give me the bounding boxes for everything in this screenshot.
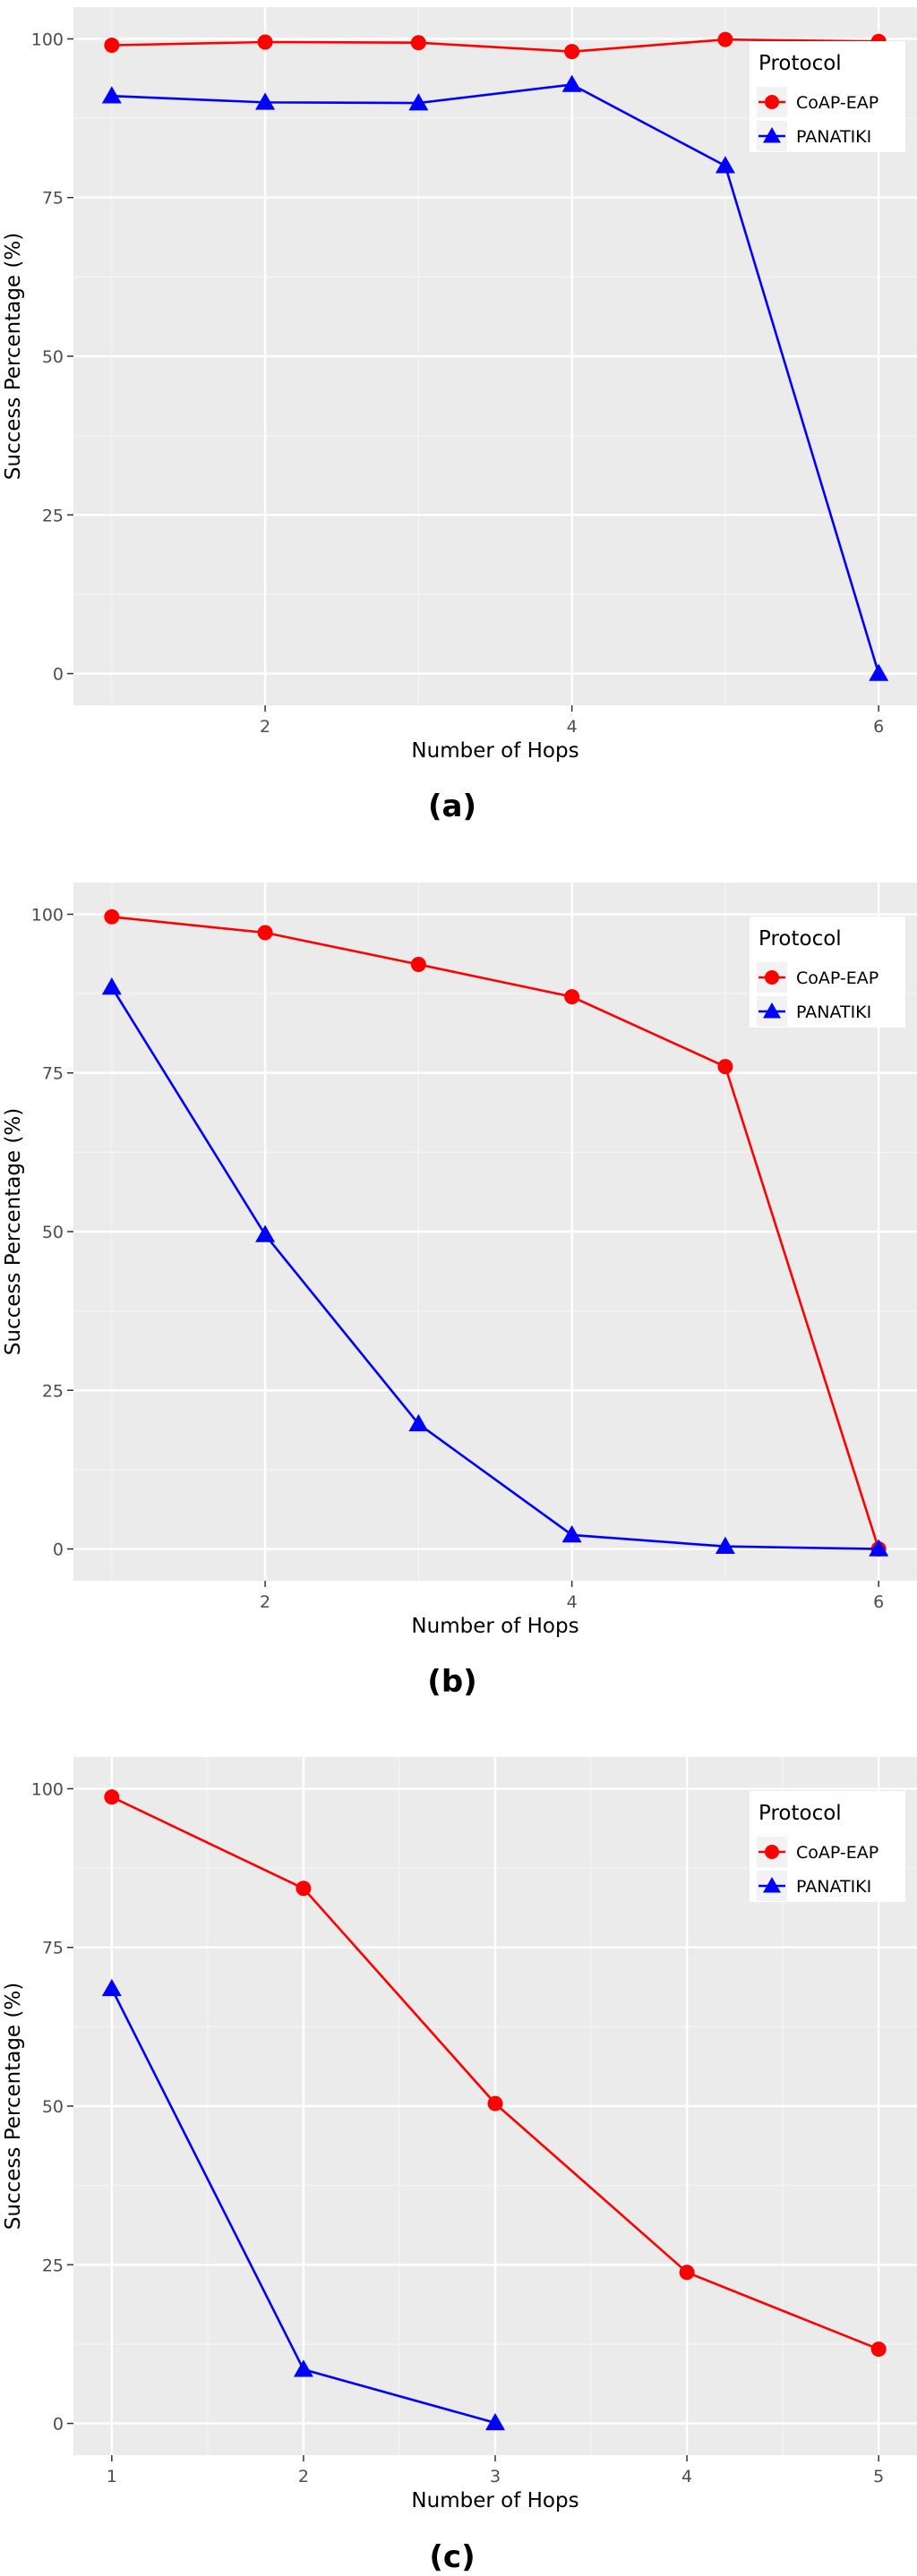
y-tick-label: 75 <box>42 189 64 209</box>
series-coap-eap <box>104 908 887 1557</box>
legend-key-marker <box>763 1002 781 1019</box>
x-axis-title: Number of Hops <box>411 1615 578 1638</box>
figure-caption: (b) <box>427 1664 476 1700</box>
x-tick-label: 4 <box>681 2467 692 2486</box>
x-tick-label: 2 <box>298 2467 309 2486</box>
series-line <box>111 915 880 1549</box>
major-gridlines <box>73 7 917 705</box>
legend-label: PANATIKI <box>796 1002 871 1022</box>
legend-label: PANATIKI <box>796 1877 871 1897</box>
series-line <box>110 986 879 1550</box>
data-point <box>101 1978 122 1997</box>
y-tick-label: 50 <box>42 2097 64 2117</box>
series-coap-eap <box>104 1789 887 2358</box>
x-tick-label: 1 <box>107 2467 117 2486</box>
legend: Protocol CoAP-EAP PANATIKI <box>750 1791 905 1902</box>
data-point <box>104 908 120 925</box>
data-point <box>410 35 426 51</box>
legend-title: Protocol <box>758 52 842 75</box>
data-point <box>485 2412 505 2431</box>
y-tick-label: 50 <box>42 1223 64 1242</box>
data-point <box>101 977 122 995</box>
y-tick-label: 100 <box>31 905 64 925</box>
data-point <box>869 663 889 681</box>
data-point <box>255 1224 276 1242</box>
legend-key-marker <box>765 95 779 109</box>
chart-0: 0 25 50 75 100 2 4 6 Number of Hops Success Perce… <box>2 7 917 824</box>
y-tick-label: 0 <box>53 665 64 685</box>
legend-label: CoAP-EAP <box>796 1843 878 1863</box>
x-tick-label: 4 <box>567 1592 578 1612</box>
data-point <box>564 989 580 1005</box>
x-axis-title: Number of Hops <box>411 739 578 763</box>
y-tick-label: 75 <box>42 1064 64 1084</box>
series-panatiki <box>101 1978 505 2431</box>
legend-title: Protocol <box>758 1802 842 1825</box>
y-tick-label: 25 <box>42 1381 64 1401</box>
data-point <box>296 1881 312 1897</box>
legend-key-marker <box>763 1877 781 1893</box>
y-axis-title: Success Percentage (%) <box>2 1108 25 1355</box>
data-point <box>104 38 120 54</box>
x-tick-label: 3 <box>490 2467 501 2486</box>
x-tick-label: 2 <box>260 1592 270 1612</box>
y-axis-title: Success Percentage (%) <box>2 233 25 480</box>
data-point <box>293 2359 313 2377</box>
figure-caption: (a) <box>428 789 476 824</box>
y-tick-label: 0 <box>53 1540 64 1560</box>
y-tick-label: 100 <box>31 1779 64 1799</box>
series-panatiki <box>101 74 889 681</box>
data-point <box>104 1789 120 1805</box>
series-line <box>111 38 879 53</box>
data-point <box>257 34 273 50</box>
chart-2: 0 25 50 75 100 1 2 3 4 5 Number of Hops Success Per… <box>2 1757 917 2575</box>
legend-title: Protocol <box>758 927 842 951</box>
data-point <box>869 1539 889 1557</box>
y-tick-label: 25 <box>42 2256 64 2275</box>
x-tick-label: 6 <box>873 1592 884 1612</box>
legend-key-marker <box>763 127 781 143</box>
x-tick-label: 4 <box>567 717 578 737</box>
data-point <box>715 156 735 174</box>
x-axis-title: Number of Hops <box>411 2489 578 2512</box>
legend: Protocol CoAP-EAP PANATIKI <box>750 917 905 1028</box>
data-point <box>717 1059 733 1075</box>
y-tick-label: 75 <box>42 1939 64 1958</box>
data-point <box>561 74 582 92</box>
chart-1: 0 25 50 75 100 2 4 6 Number of Hops Success Perce… <box>2 883 917 1700</box>
legend: Protocol CoAP-EAP PANATIKI <box>750 41 905 152</box>
data-point <box>487 2095 503 2111</box>
y-tick-label: 0 <box>53 2415 64 2435</box>
legend-label: CoAP-EAP <box>796 93 878 113</box>
data-point <box>679 2265 695 2281</box>
y-axis-title: Success Percentage (%) <box>2 1983 25 2230</box>
data-point <box>561 1524 582 1543</box>
data-point <box>715 1536 735 1554</box>
legend-label: PANATIKI <box>796 127 871 147</box>
series-line <box>111 83 880 674</box>
figure-caption: (c) <box>429 2539 475 2575</box>
legend-label: CoAP-EAP <box>796 968 878 988</box>
y-tick-label: 50 <box>42 347 64 367</box>
x-tick-label: 5 <box>873 2467 884 2486</box>
data-point <box>564 44 580 60</box>
data-point <box>257 925 273 941</box>
series-panatiki <box>101 977 889 1557</box>
data-point <box>408 1413 429 1432</box>
data-point <box>870 2341 887 2358</box>
data-point <box>255 92 276 110</box>
data-point <box>410 956 426 972</box>
legend-key-marker <box>765 970 779 985</box>
y-tick-label: 25 <box>42 506 64 525</box>
x-tick-label: 6 <box>873 717 884 737</box>
legend-key-marker <box>765 1845 779 1859</box>
data-point <box>717 31 733 47</box>
y-tick-label: 100 <box>31 30 64 49</box>
data-point <box>408 93 429 111</box>
data-point <box>101 86 122 104</box>
x-tick-label: 2 <box>260 717 270 737</box>
